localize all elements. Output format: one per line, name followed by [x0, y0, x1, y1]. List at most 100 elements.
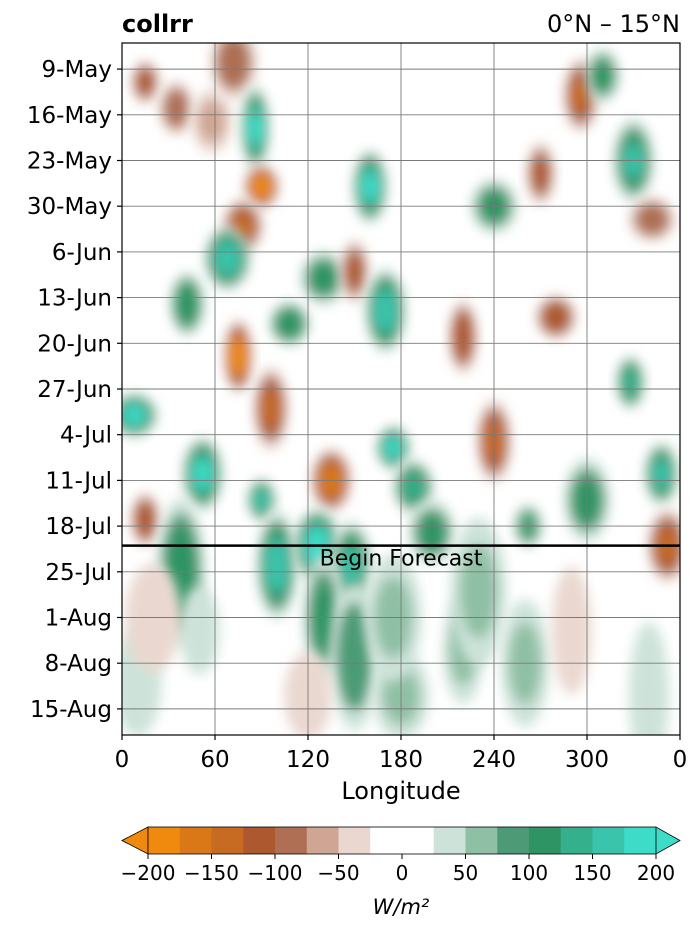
y-tick-label: 23-May — [27, 149, 112, 175]
colorbar-swatch — [370, 827, 435, 854]
anomaly-feature — [376, 425, 411, 470]
colorbar-extend-high — [655, 826, 681, 855]
anomaly-contour — [137, 507, 153, 532]
y-tick-label: 13-Jun — [37, 286, 112, 312]
colorbar-swatch — [624, 827, 657, 854]
x-tick-label: 0 — [673, 747, 688, 773]
colorbar-swatch — [211, 827, 244, 854]
colorbar-swatch — [243, 827, 276, 854]
y-tick-label: 30-May — [27, 194, 112, 220]
anomaly-contour — [385, 438, 401, 457]
colorbar-tick-label: 100 — [510, 861, 548, 885]
anomaly-feature — [629, 621, 669, 735]
anomaly-feature — [159, 81, 194, 136]
anomaly-contour — [455, 321, 471, 353]
colorbar-tick-label: 50 — [453, 861, 478, 885]
colorbar: −200 −150 −100 −50 0 50 100 150 200 — [121, 826, 681, 885]
anomaly-contour — [592, 61, 613, 90]
colorbar-tick-label: −50 — [317, 861, 359, 885]
anomaly-feature — [170, 272, 205, 337]
y-tick-label: 9-May — [42, 57, 112, 83]
colorbar-swatch — [592, 827, 625, 854]
y-tick-label: 25-Jul — [45, 560, 112, 586]
colorbar-swatch — [497, 827, 530, 854]
colorbar-swatch — [338, 827, 371, 854]
colorbar-tick-label: −200 — [121, 861, 176, 885]
anomaly-contour — [572, 79, 590, 111]
anomaly-feature — [585, 48, 620, 103]
anomaly-feature — [131, 60, 160, 105]
colorbar-swatch — [148, 827, 181, 854]
anomaly-feature — [644, 441, 679, 506]
y-tick-label: 16-May — [27, 103, 112, 129]
colorbar-tick-label: −100 — [248, 861, 303, 885]
anomaly-contour — [403, 474, 423, 499]
colorbar-swatch — [465, 827, 498, 854]
forecast-label: Begin Forecast — [320, 547, 483, 572]
x-tick-label: 300 — [565, 747, 609, 773]
anomaly-feature — [551, 566, 592, 695]
anomaly-contour — [221, 43, 247, 82]
anomaly-contour — [652, 460, 670, 488]
anomaly-feature — [393, 459, 434, 514]
y-tick-label: 8-Aug — [45, 651, 112, 677]
anomaly-contour — [217, 246, 237, 271]
chart-title-left: collrr — [122, 10, 193, 38]
colorbar-tick-label: 0 — [396, 861, 409, 885]
anomaly-feature — [191, 89, 232, 154]
anomaly-feature — [247, 477, 276, 522]
y-axis: 9-May 16-May 23-May 30-May 6-Jun 13-Jun 20-Jun… — [27, 57, 122, 723]
colorbar-swatch — [306, 827, 339, 854]
anomaly-feature — [210, 43, 257, 100]
anomaly-feature — [224, 319, 253, 394]
anomaly-contour — [166, 94, 187, 123]
anomaly-contour — [419, 516, 445, 550]
anomaly-feature — [241, 85, 270, 170]
y-tick-label: 6-Jun — [52, 240, 112, 266]
anomaly-contour — [622, 370, 638, 395]
anomaly-contour — [124, 405, 144, 425]
colorbar-tick-label: 200 — [637, 861, 675, 885]
anomaly-feature — [244, 164, 279, 209]
anomaly-feature — [257, 511, 297, 620]
anomaly-feature — [340, 239, 369, 304]
colorbar-tick-label: 150 — [573, 861, 611, 885]
anomaly-contour — [194, 460, 212, 488]
x-tick-label: 240 — [472, 747, 516, 773]
anomaly-contour — [254, 178, 269, 195]
anomaly-contour — [268, 546, 286, 584]
anomaly-contour — [362, 173, 378, 201]
colorbar-swatch — [275, 827, 308, 854]
anomaly-feature — [253, 366, 288, 451]
anomaly-feature — [353, 149, 387, 224]
anomaly-contour — [639, 207, 665, 232]
anomaly-contour — [546, 306, 566, 328]
anomaly-contour — [262, 391, 280, 426]
anomaly-contour — [254, 489, 269, 511]
y-tick-label: 11-Jul — [45, 468, 112, 494]
anomaly-feature — [526, 141, 555, 206]
anomaly-contour — [551, 566, 592, 695]
colorbar-label: W/m² — [373, 895, 430, 919]
x-tick-label: 180 — [379, 747, 423, 773]
colorbar-extend-low — [121, 826, 149, 855]
colorbar-swatch — [529, 827, 562, 854]
anomaly-feature — [300, 251, 347, 306]
y-tick-label: 4-Jul — [60, 423, 112, 449]
anomaly-feature — [536, 295, 576, 340]
anomaly-feature — [450, 517, 507, 666]
y-tick-label: 15-Aug — [30, 697, 112, 723]
anomaly-contour — [459, 544, 498, 639]
anomaly-feature — [122, 393, 158, 438]
colorbar-swatch — [433, 827, 466, 854]
anomaly-contour — [311, 263, 336, 293]
x-tick-label: 60 — [200, 747, 229, 773]
anomaly-feature — [269, 301, 310, 346]
anomaly-contour — [341, 547, 361, 584]
anomaly-contour — [198, 100, 226, 143]
anomaly-contour — [248, 113, 263, 143]
anomaly-contour — [231, 344, 245, 369]
colorbar-tick-label: −150 — [184, 861, 239, 885]
x-axis: 0 60 120 180 240 300 0 — [115, 735, 688, 773]
